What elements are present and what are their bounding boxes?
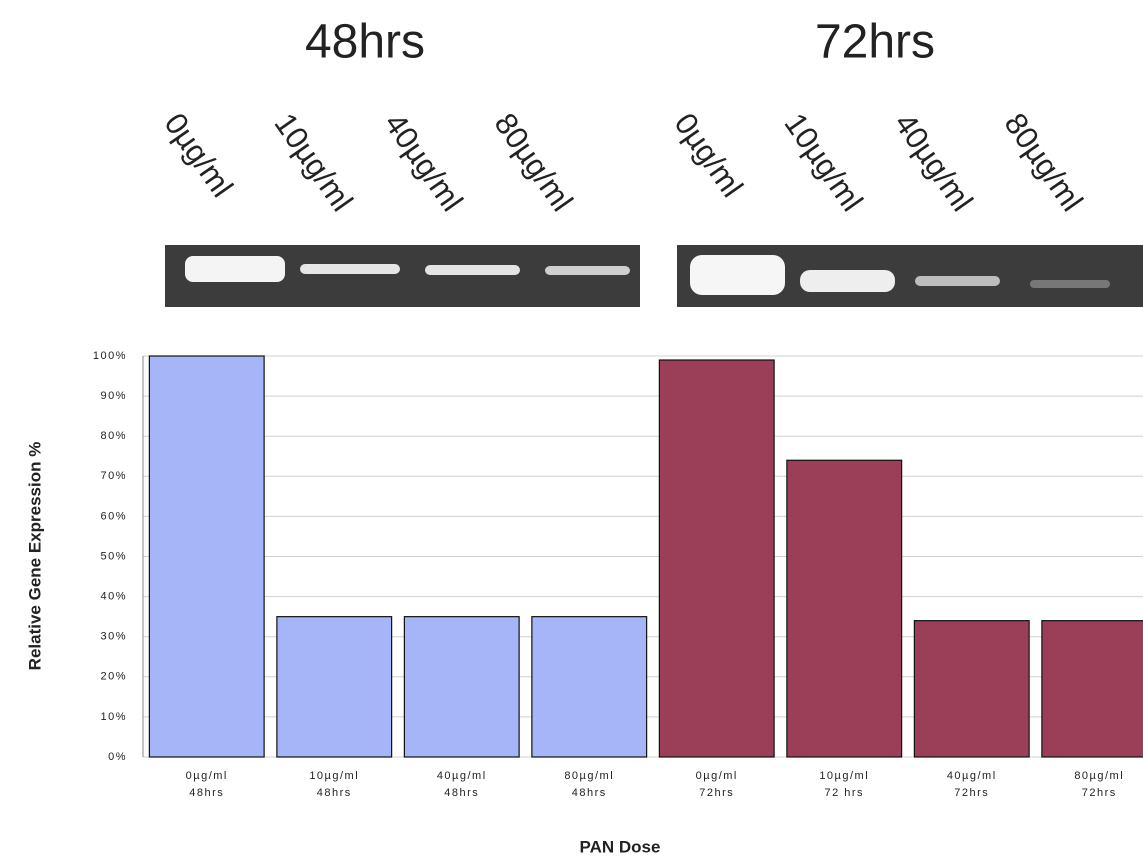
gel-band: [690, 255, 785, 295]
bar: [913, 620, 1030, 758]
x-tick-label: 0µg/ml: [696, 770, 738, 782]
x-tick-label: 72 hrs: [824, 787, 864, 799]
lane-label: 80µg/ml: [488, 107, 580, 218]
y-tick-label: 50%: [100, 550, 127, 562]
x-tick-label: 0µg/ml: [186, 770, 228, 782]
x-tick-label: 40µg/ml: [437, 770, 487, 782]
x-tick-label: 72hrs: [954, 787, 989, 799]
gel-band: [1030, 280, 1110, 288]
x-axis-title: PAN Dose: [580, 837, 661, 856]
gel-band: [300, 264, 400, 274]
x-tick-label: 48hrs: [317, 787, 352, 799]
lane-label: 40µg/ml: [888, 107, 980, 218]
x-tick-label: 10µg/ml: [819, 770, 869, 782]
x-tick-label: 40µg/ml: [947, 770, 997, 782]
bar: [148, 355, 265, 758]
x-tick-label: 48hrs: [572, 787, 607, 799]
gel-band: [545, 266, 630, 275]
bar: [403, 616, 520, 758]
y-tick-label: 60%: [100, 510, 127, 522]
bar: [658, 359, 775, 758]
gel-band: [425, 265, 520, 275]
lane-label: 40µg/ml: [378, 107, 470, 218]
y-tick-label: 10%: [100, 711, 127, 723]
y-tick-label: 90%: [100, 390, 127, 402]
lane-label: 10µg/ml: [268, 107, 360, 218]
lane-label: 0µg/ml: [158, 107, 240, 204]
y-tick-label: 40%: [100, 591, 127, 603]
y-tick-label: 30%: [100, 631, 127, 643]
y-tick-label: 0%: [108, 751, 127, 763]
gel-images: [165, 245, 1143, 307]
x-tick-label: 48hrs: [189, 787, 224, 799]
y-tick-label: 20%: [100, 671, 127, 683]
bar: [786, 459, 903, 758]
x-tick-label: 72hrs: [1082, 787, 1117, 799]
x-tick-label: 72hrs: [699, 787, 734, 799]
lane-label: 0µg/ml: [668, 107, 750, 204]
lane-label: 80µg/ml: [998, 107, 1090, 218]
y-axis-title: Relative Gene Expression %: [25, 442, 44, 671]
bar: [276, 616, 393, 758]
gel-band: [800, 270, 895, 292]
x-tick-label: 10µg/ml: [309, 770, 359, 782]
bar: [531, 616, 648, 758]
panel-title: 48hrs: [305, 16, 425, 69]
y-tick-label: 70%: [100, 470, 127, 482]
lane-label: 10µg/ml: [778, 107, 870, 218]
y-tick-label: 80%: [100, 430, 127, 442]
gel-band: [185, 256, 285, 282]
x-tick-label: 80µg/ml: [564, 770, 614, 782]
panel-title: 72hrs: [815, 16, 935, 69]
bar: [1041, 620, 1143, 758]
y-tick-label: 100%: [93, 350, 127, 362]
x-tick-label: 48hrs: [444, 787, 479, 799]
gel-band: [915, 276, 1000, 286]
x-tick-label: 80µg/ml: [1074, 770, 1124, 782]
